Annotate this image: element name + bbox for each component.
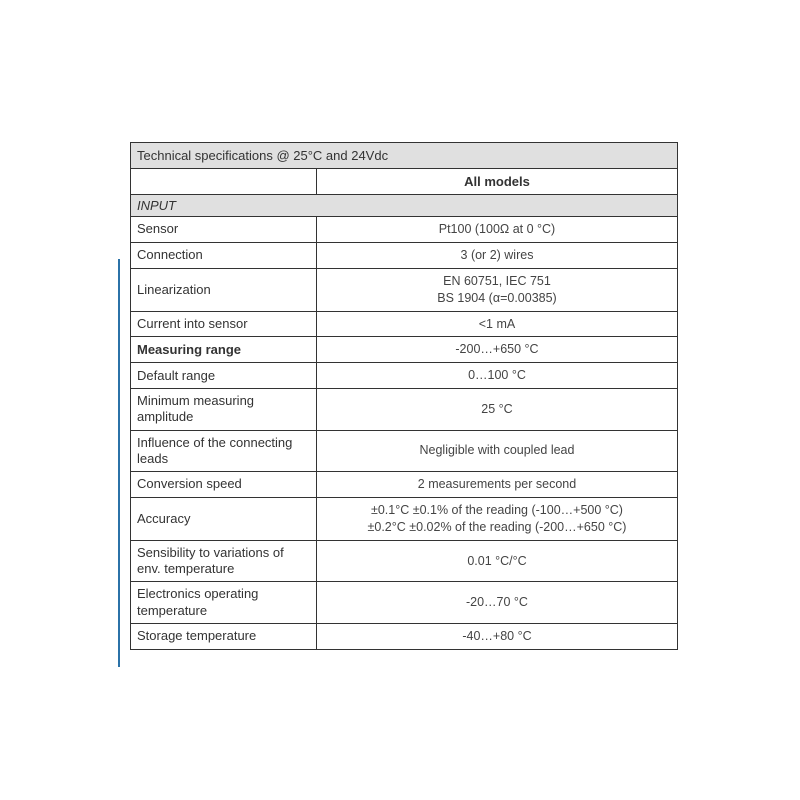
- header-empty: [131, 169, 317, 195]
- label-accuracy: Accuracy: [131, 498, 317, 541]
- value-connection: 3 (or 2) wires: [316, 242, 677, 268]
- label-min-amp: Minimum measuring amplitude: [131, 389, 317, 431]
- table-header-row: All models: [131, 169, 678, 195]
- section-input-row: INPUT: [131, 195, 678, 217]
- label-current: Current into sensor: [131, 311, 317, 337]
- row-storage: Storage temperature -40…+80 °C: [131, 623, 678, 649]
- row-default-range: Default range 0…100 °C: [131, 363, 678, 389]
- spec-table: Technical specifications @ 25°C and 24Vd…: [130, 142, 678, 650]
- value-sensor: Pt100 (100Ω at 0 °C): [316, 217, 677, 243]
- value-influence: Negligible with coupled lead: [316, 430, 677, 472]
- label-measuring-range: Measuring range: [131, 337, 317, 363]
- value-electronics: -20…70 °C: [316, 582, 677, 624]
- row-accuracy: Accuracy ±0.1°C ±0.1% of the reading (-1…: [131, 498, 678, 541]
- row-connection: Connection 3 (or 2) wires: [131, 242, 678, 268]
- side-marker: [118, 259, 120, 667]
- value-storage: -40…+80 °C: [316, 623, 677, 649]
- label-sensibility: Sensibility to variations of env. temper…: [131, 540, 317, 582]
- value-min-amp: 25 °C: [316, 389, 677, 431]
- value-conversion: 2 measurements per second: [316, 472, 677, 498]
- value-sensibility: 0.01 °C/°C: [316, 540, 677, 582]
- row-sensibility: Sensibility to variations of env. temper…: [131, 540, 678, 582]
- value-default-range: 0…100 °C: [316, 363, 677, 389]
- label-default-range: Default range: [131, 363, 317, 389]
- row-measuring-range: Measuring range -200…+650 °C: [131, 337, 678, 363]
- spec-table-container: Technical specifications @ 25°C and 24Vd…: [130, 142, 678, 650]
- label-conversion: Conversion speed: [131, 472, 317, 498]
- table-title: Technical specifications @ 25°C and 24Vd…: [131, 143, 678, 169]
- value-current: <1 mA: [316, 311, 677, 337]
- row-current: Current into sensor <1 mA: [131, 311, 678, 337]
- row-conversion: Conversion speed 2 measurements per seco…: [131, 472, 678, 498]
- label-connection: Connection: [131, 242, 317, 268]
- section-input-label: INPUT: [131, 195, 678, 217]
- row-influence: Influence of the connecting leads Neglig…: [131, 430, 678, 472]
- value-linearization: EN 60751, IEC 751BS 1904 (α=0.00385): [316, 268, 677, 311]
- label-electronics: Electronics operating temperature: [131, 582, 317, 624]
- row-sensor: Sensor Pt100 (100Ω at 0 °C): [131, 217, 678, 243]
- row-min-amp: Minimum measuring amplitude 25 °C: [131, 389, 678, 431]
- label-linearization: Linearization: [131, 268, 317, 311]
- label-sensor: Sensor: [131, 217, 317, 243]
- table-title-row: Technical specifications @ 25°C and 24Vd…: [131, 143, 678, 169]
- label-storage: Storage temperature: [131, 623, 317, 649]
- value-measuring-range: -200…+650 °C: [316, 337, 677, 363]
- value-accuracy: ±0.1°C ±0.1% of the reading (-100…+500 °…: [316, 498, 677, 541]
- row-linearization: Linearization EN 60751, IEC 751BS 1904 (…: [131, 268, 678, 311]
- label-influence: Influence of the connecting leads: [131, 430, 317, 472]
- row-electronics: Electronics operating temperature -20…70…: [131, 582, 678, 624]
- header-models: All models: [316, 169, 677, 195]
